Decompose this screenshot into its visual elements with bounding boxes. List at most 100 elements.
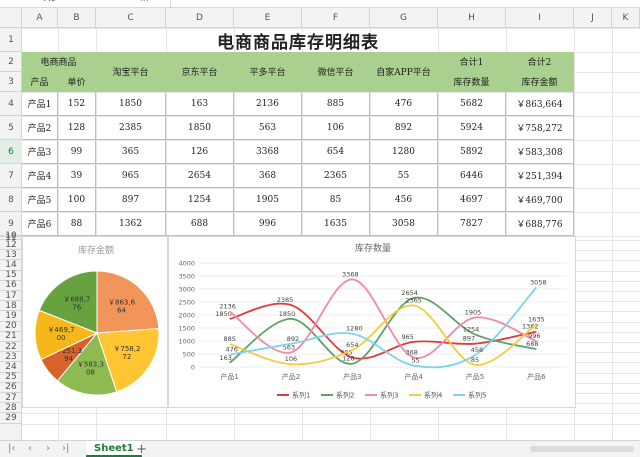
column-header-c[interactable]: C <box>96 8 166 28</box>
table-cell-name[interactable]: 产品3 <box>22 140 58 164</box>
table-cell-pdd[interactable]: 3368 <box>234 140 302 164</box>
line-series-系列3[interactable] <box>229 278 537 359</box>
header-taobao[interactable]: 淘宝平台 <box>96 52 166 92</box>
header-group[interactable]: 电商商品 <box>22 52 96 72</box>
row-header-1[interactable]: 1 <box>0 28 22 52</box>
table-cell-amt[interactable]: ￥863,664 <box>506 92 574 116</box>
table-cell-pdd[interactable]: 2136 <box>234 92 302 116</box>
table-cell-price[interactable]: 100 <box>58 188 96 212</box>
table-cell-app[interactable]: 456 <box>370 188 438 212</box>
row-header-6[interactable]: 6 <box>0 140 22 164</box>
table-cell-app[interactable]: 55 <box>370 164 438 188</box>
fx-icon[interactable]: fx <box>140 0 149 4</box>
header-sum1[interactable]: 合计1 <box>438 52 506 72</box>
table-cell-name[interactable]: 产品1 <box>22 92 58 116</box>
column-header-g[interactable]: G <box>370 8 438 28</box>
row-header-9[interactable]: 9 <box>0 212 22 236</box>
row-header-13[interactable]: 13 <box>0 250 22 261</box>
table-cell-taobao[interactable]: 897 <box>96 188 166 212</box>
row-header-24[interactable]: 24 <box>0 362 22 373</box>
table-cell-price[interactable]: 39 <box>58 164 96 188</box>
table-cell-price[interactable]: 152 <box>58 92 96 116</box>
row-header-16[interactable]: 16 <box>0 280 22 291</box>
line-series-系列4[interactable] <box>229 304 537 366</box>
pie-slice-产品6[interactable] <box>38 270 98 334</box>
row-header-27[interactable]: 27 <box>0 393 22 404</box>
table-cell-jd[interactable]: 688 <box>166 212 234 236</box>
pie-chart[interactable]: 库存金额 ￥863,6 64 ￥758,2 72 ￥583,3 08 ￥251,3 94 ￥469… <box>22 236 168 408</box>
pie-slice-产品1[interactable] <box>96 270 160 334</box>
table-cell-qty[interactable]: 5892 <box>438 140 506 164</box>
table-cell-wx[interactable]: 1635 <box>302 212 370 236</box>
table-cell-price[interactable]: 88 <box>58 212 96 236</box>
header-sum2[interactable]: 合计2 <box>506 52 574 72</box>
table-cell-amt[interactable]: ￥688,776 <box>506 212 574 236</box>
row-header-8[interactable]: 8 <box>0 188 22 212</box>
table-cell-pdd[interactable]: 563 <box>234 116 302 140</box>
table-cell-name[interactable]: 产品4 <box>22 164 58 188</box>
column-header-a[interactable]: A <box>22 8 58 28</box>
column-header-h[interactable]: H <box>438 8 506 28</box>
cell-reference[interactable]: A6 <box>44 0 56 4</box>
table-cell-amt[interactable]: ￥583,308 <box>506 140 574 164</box>
row-header-26[interactable]: 26 <box>0 382 22 393</box>
table-cell-app[interactable]: 476 <box>370 92 438 116</box>
header-weixin[interactable]: 微信平台 <box>302 52 370 92</box>
table-cell-price[interactable]: 99 <box>58 140 96 164</box>
pie-slice-产品3[interactable] <box>56 331 118 396</box>
line-chart[interactable]: 库存数量 0 500 1000 1500 2000 2500 3000 3500 4000 产品1 产… <box>168 236 576 408</box>
table-cell-amt[interactable]: ￥251,394 <box>506 164 574 188</box>
table-cell-jd[interactable]: 1850 <box>166 116 234 140</box>
table-cell-qty[interactable]: 5682 <box>438 92 506 116</box>
table-cell-wx[interactable]: 2365 <box>302 164 370 188</box>
row-header-23[interactable]: 23 <box>0 352 22 363</box>
table-cell-wx[interactable]: 106 <box>302 116 370 140</box>
table-cell-name[interactable]: 产品5 <box>22 188 58 212</box>
table-cell-price[interactable]: 128 <box>58 116 96 140</box>
table-cell-taobao[interactable]: 1850 <box>96 92 166 116</box>
line-series-系列5[interactable] <box>229 286 538 369</box>
table-cell-jd[interactable]: 163 <box>166 92 234 116</box>
column-header-d[interactable]: D <box>166 8 234 28</box>
last-sheet-icon[interactable]: ›| <box>62 443 70 454</box>
row-header-4[interactable]: 4 <box>0 92 22 116</box>
column-header-j[interactable]: J <box>574 8 612 28</box>
tab-sheet1[interactable]: Sheet1 <box>86 441 142 457</box>
table-cell-pdd[interactable]: 368 <box>234 164 302 188</box>
add-sheet-button[interactable]: + <box>136 442 147 457</box>
table-cell-jd[interactable]: 2654 <box>166 164 234 188</box>
table-cell-qty[interactable]: 5924 <box>438 116 506 140</box>
row-header-21[interactable]: 21 <box>0 331 22 342</box>
row-header-3[interactable]: 3 <box>0 72 22 92</box>
row-header-17[interactable]: 17 <box>0 291 22 302</box>
line-series-系列1[interactable] <box>229 302 537 360</box>
table-cell-jd[interactable]: 126 <box>166 140 234 164</box>
column-header-i[interactable]: I <box>506 8 574 28</box>
prev-sheet-icon[interactable]: ‹ <box>28 443 32 454</box>
table-cell-jd[interactable]: 1254 <box>166 188 234 212</box>
header-pinduoduo[interactable]: 平多平台 <box>234 52 302 92</box>
row-header-14[interactable]: 14 <box>0 260 22 271</box>
table-cell-qty[interactable]: 6446 <box>438 164 506 188</box>
header-stock-qty[interactable]: 库存数量 <box>438 72 506 92</box>
column-header-b[interactable]: B <box>58 8 96 28</box>
column-header-f[interactable]: F <box>302 8 370 28</box>
column-header-e[interactable]: E <box>234 8 302 28</box>
row-header-29[interactable]: 29 <box>0 413 22 424</box>
table-title[interactable]: 电商商品库存明细表 <box>217 32 379 53</box>
table-cell-name[interactable]: 产品2 <box>22 116 58 140</box>
row-header-18[interactable]: 18 <box>0 301 22 312</box>
table-cell-taobao[interactable]: 365 <box>96 140 166 164</box>
table-cell-app[interactable]: 1280 <box>370 140 438 164</box>
row-header-7[interactable]: 7 <box>0 164 22 188</box>
header-app[interactable]: 自家APP平台 <box>370 52 438 92</box>
line-series-系列2[interactable] <box>229 296 537 365</box>
table-cell-amt[interactable]: ￥469,700 <box>506 188 574 212</box>
table-cell-pdd[interactable]: 1905 <box>234 188 302 212</box>
table-cell-qty[interactable]: 7827 <box>438 212 506 236</box>
table-cell-app[interactable]: 892 <box>370 116 438 140</box>
table-cell-pdd[interactable]: 996 <box>234 212 302 236</box>
table-cell-amt[interactable]: ￥758,272 <box>506 116 574 140</box>
table-cell-wx[interactable]: 654 <box>302 140 370 164</box>
row-header-2[interactable]: 2 <box>0 52 22 72</box>
